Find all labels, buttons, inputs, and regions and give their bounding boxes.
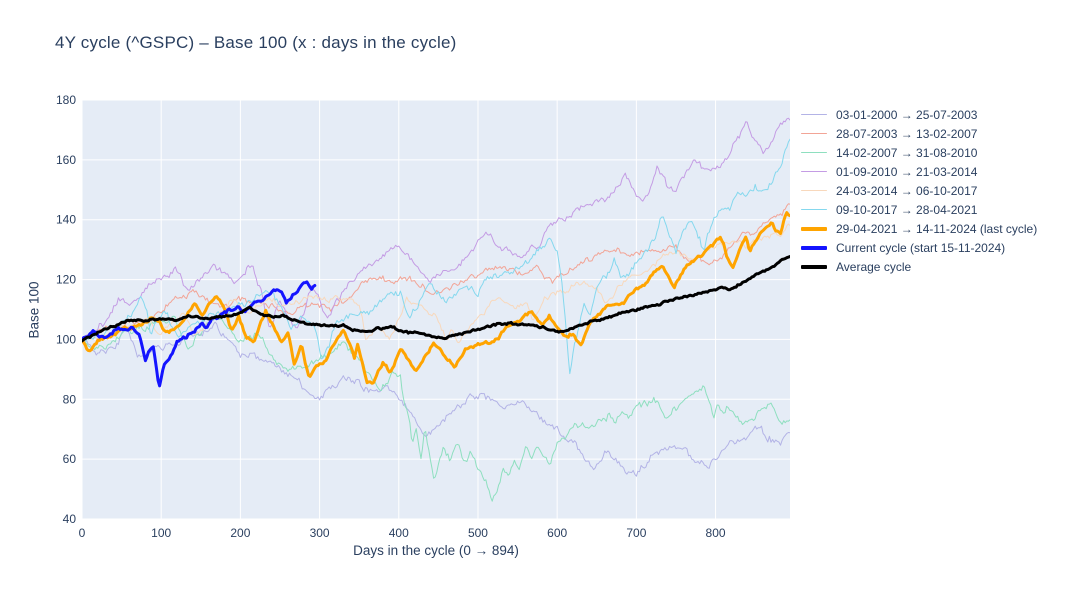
legend-item-2[interactable]: 14-02-2007 → 31-08-2010 [801,143,1037,162]
series-line-3 [82,117,790,340]
y-tick-label: 40 [63,512,77,526]
legend-label-3: 01-09-2010 → 21-03-2014 [836,164,978,179]
x-tick-label: 300 [310,526,330,540]
x-tick-label: 0 [79,526,86,540]
series-line-7 [82,280,317,388]
legend-item-4[interactable]: 24-03-2014 → 06-10-2017 [801,181,1037,200]
x-tick-label: 500 [468,526,488,540]
legend-swatch-8 [801,264,827,269]
y-tick-label: 60 [63,452,77,466]
legend-item-3[interactable]: 01-09-2010 → 21-03-2014 [801,162,1037,181]
y-tick-label: 100 [56,332,76,346]
series-line-2 [82,314,790,502]
series-line-6 [82,211,790,385]
series-line-4 [82,223,790,344]
legend-swatch-2 [801,151,827,154]
legend-item-6[interactable]: 29-04-2021 → 14-11-2024 (last cycle) [801,219,1037,238]
y-tick-label: 180 [56,93,76,107]
series-line-1 [82,203,790,340]
legend-item-1[interactable]: 28-07-2003 → 13-02-2007 [801,124,1037,143]
x-tick-label: 400 [389,526,409,540]
legend-item-8[interactable]: Average cycle [801,257,1037,276]
legend-swatch-6 [801,226,827,231]
legend-label-8: Average cycle [836,259,912,274]
series-line-0 [82,321,790,477]
y-tick-label: 140 [56,213,76,227]
y-axis-ticks: 40 60 80 100 120 140 160 180 [56,93,76,526]
legend-swatch-1 [801,132,827,135]
legend-swatch-3 [801,170,827,173]
x-tick-label: 200 [230,526,250,540]
legend: 03-01-2000 → 25-07-2003 28-07-2003 → 13-0… [801,105,1037,276]
x-tick-label: 100 [151,526,171,540]
legend-swatch-4 [801,189,827,192]
y-tick-label: 120 [56,273,76,287]
series-lines [82,117,790,502]
chart-title: 4Y cycle (^GSPC) – Base 100 (x : days in… [55,33,457,52]
legend-item-7[interactable]: Current cycle (start 15-11-2024) [801,238,1037,257]
legend-label-2: 14-02-2007 → 31-08-2010 [836,145,978,160]
legend-label-7: Current cycle (start 15-11-2024) [836,240,1006,255]
legend-item-0[interactable]: 03-01-2000 → 25-07-2003 [801,105,1037,124]
y-tick-label: 80 [63,392,77,406]
legend-label-6: 29-04-2021 → 14-11-2024 (last cycle) [836,221,1038,236]
x-tick-label: 700 [626,526,646,540]
y-tick-label: 160 [56,153,76,167]
plot-area[interactable] [82,100,790,519]
series-line-8 [82,255,790,343]
x-tick-label: 600 [547,526,567,540]
legend-label-5: 09-10-2017 → 28-04-2021 [836,202,978,217]
legend-swatch-5 [801,208,827,211]
legend-item-5[interactable]: 09-10-2017 → 28-04-2021 [801,200,1037,219]
x-tick-label: 800 [706,526,726,540]
x-axis-ticks: 0 100 200 300 400 500 600 700 800 [79,526,726,540]
legend-label-0: 03-01-2000 → 25-07-2003 [836,107,978,122]
legend-label-1: 28-07-2003 → 13-02-2007 [836,126,978,141]
legend-label-4: 24-03-2014 → 06-10-2017 [836,183,978,198]
x-axis-title: Days in the cycle (0 → 894) [353,543,519,558]
y-axis-title: Base 100 [26,281,42,339]
legend-swatch-0 [801,113,827,116]
gridlines [81,99,790,520]
legend-swatch-7 [801,245,827,250]
